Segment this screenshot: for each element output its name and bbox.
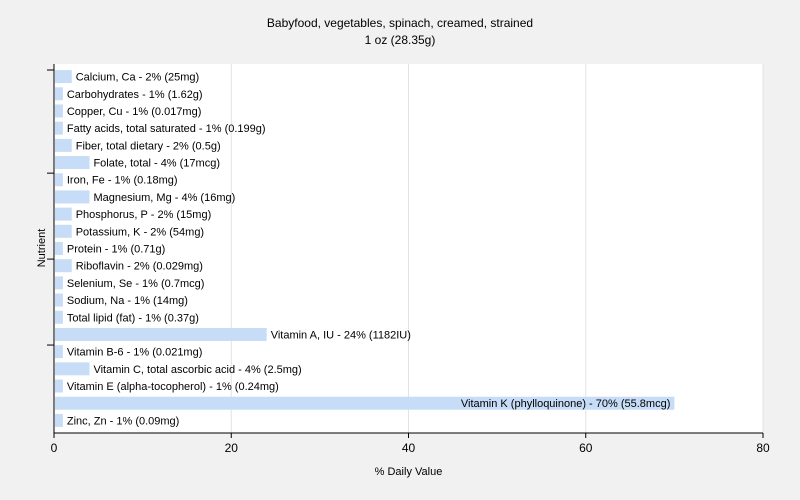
chart-title: Babyfood, vegetables, spinach, creamed, … (266, 16, 534, 30)
grid-lines (230, 64, 764, 433)
bar (55, 138, 72, 152)
bar-label: Total lipid (fat) - 1% (0.37g) (67, 312, 199, 324)
bar-label: Magnesium, Mg - 4% (16mg) (93, 192, 235, 204)
bar-label: Iron, Fe - 1% (0.18mg) (67, 175, 178, 187)
chart-subtitle: 1 oz (28.35g) (364, 33, 436, 47)
bar (55, 173, 63, 187)
bar (55, 310, 63, 324)
x-tick-label: 60 (579, 441, 593, 455)
bar (55, 156, 90, 170)
bar (55, 224, 72, 238)
bar-label: Fiber, total dietary - 2% (0.5g) (76, 140, 221, 152)
bar (55, 207, 72, 221)
bar (55, 413, 63, 427)
bar-label: Vitamin A, IU - 24% (1182IU) (271, 329, 411, 341)
bar-label: Folate, total - 4% (17mcg) (93, 158, 220, 170)
bar-label: Copper, Cu - 1% (0.017mg) (67, 106, 202, 118)
bar (55, 379, 63, 393)
bar-label: Vitamin C, total ascorbic acid - 4% (2.5… (93, 364, 301, 376)
bar-label: Sodium, Na - 1% (14mg) (67, 295, 188, 307)
x-tick-label: 0 (51, 441, 58, 455)
bar-label: Zinc, Zn - 1% (0.09mg) (67, 415, 179, 427)
axes: 0 20 40 60 80 (47, 64, 770, 455)
bar-label: Vitamin K (phylloquinone) - 70% (55.8mcg… (461, 398, 671, 410)
bar (55, 87, 63, 101)
x-tick-label: 20 (225, 441, 239, 455)
bar (55, 70, 72, 84)
bar (55, 121, 63, 135)
bar (55, 345, 63, 359)
bar-label: Potassium, K - 2% (54mg) (76, 226, 204, 238)
x-tick-label: 80 (756, 441, 770, 455)
bar (55, 242, 63, 255)
x-axis-label: % Daily Value (374, 466, 443, 478)
bar (55, 293, 63, 307)
bar-labels: Calcium, Ca - 2% (25mg) Carbohydrates - 1… (67, 72, 671, 428)
bar-label: Fatty acids, total saturated - 1% (0.199… (67, 123, 266, 135)
bar (55, 276, 63, 290)
bars (55, 70, 675, 427)
bar (55, 362, 90, 376)
bar-label: Protein - 1% (0.71g) (67, 244, 165, 256)
bar-label: Riboflavin - 2% (0.029mg) (76, 261, 203, 273)
bar-label: Phosphorus, P - 2% (15mg) (76, 209, 212, 221)
bar (55, 104, 63, 118)
bar (55, 396, 675, 410)
bar-label: Vitamin B-6 - 1% (0.021mg) (67, 347, 203, 359)
y-axis-label: Nutrient (36, 228, 48, 268)
bar-label: Carbohydrates - 1% (1.62g) (67, 89, 203, 101)
bar (55, 190, 90, 204)
bar-label: Vitamin E (alpha-tocopherol) - 1% (0.24m… (67, 381, 279, 393)
bar-label: Calcium, Ca - 2% (25mg) (76, 72, 199, 84)
bar-label: Selenium, Se - 1% (0.7mcg) (67, 278, 205, 290)
bar (55, 259, 72, 273)
x-tick-label: 40 (402, 441, 416, 455)
bar (55, 327, 267, 341)
